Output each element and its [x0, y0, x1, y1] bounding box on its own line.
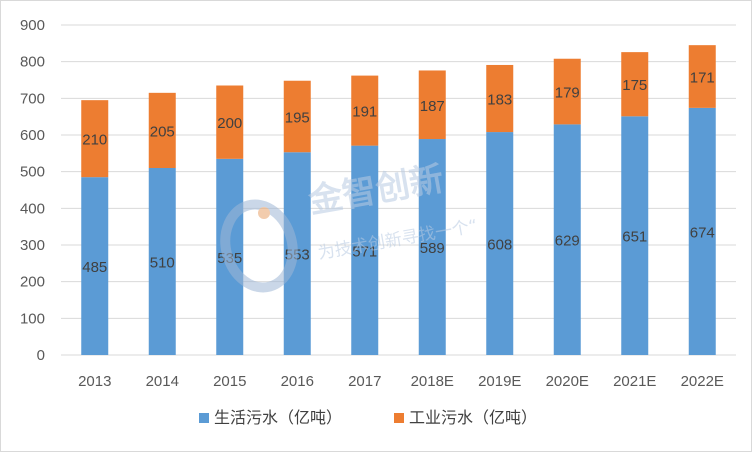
x-tick-label: 2013	[78, 373, 111, 390]
bar-segment	[351, 145, 379, 355]
data-label: 629	[555, 233, 580, 250]
y-tick-label: 500	[20, 164, 45, 181]
data-label: 510	[150, 255, 175, 272]
bar-segment	[553, 124, 581, 355]
data-label: 200	[217, 115, 242, 132]
y-axis: 0 100 200 300 400 500 600 700 800 900	[20, 17, 45, 364]
y-tick-label: 800	[20, 54, 45, 71]
x-tick-label: 2018E	[411, 373, 454, 390]
x-tick-label: 2015	[213, 373, 246, 390]
y-tick-label: 600	[20, 127, 45, 144]
data-label: 183	[487, 92, 512, 109]
y-tick-label: 100	[20, 310, 45, 327]
legend-label: 生活污水（亿吨）	[214, 409, 342, 427]
bar-segment	[688, 45, 716, 108]
data-label: 171	[690, 70, 715, 87]
data-label: 195	[285, 109, 310, 126]
legend-swatch	[199, 413, 209, 423]
y-tick-label: 900	[20, 17, 45, 34]
bar-segment	[148, 92, 176, 168]
data-label: 608	[487, 237, 512, 254]
data-label: 210	[82, 132, 107, 149]
bar-segment	[283, 80, 311, 153]
data-label: 205	[150, 123, 175, 140]
y-tick-label: 200	[20, 274, 45, 291]
bar-segment	[486, 64, 514, 133]
bar-segment	[486, 132, 514, 355]
x-tick-label: 2021E	[613, 373, 656, 390]
bar-segment	[621, 52, 649, 117]
bars: 4852105102055352005531955711915891876081…	[81, 45, 716, 355]
y-tick-label: 0	[37, 347, 45, 364]
data-label: 571	[352, 243, 377, 260]
bar-segment	[553, 58, 581, 125]
data-label: 485	[82, 259, 107, 276]
x-tick-label: 2016	[281, 373, 314, 390]
data-label: 589	[420, 240, 445, 257]
x-tick-label: 2017	[348, 373, 381, 390]
x-tick-label: 2019E	[478, 373, 521, 390]
y-tick-label: 300	[20, 237, 45, 254]
x-tick-label: 2014	[146, 373, 179, 390]
watermark-logo	[220, 199, 298, 293]
data-label: 191	[352, 104, 377, 121]
y-tick-label: 400	[20, 200, 45, 217]
data-label: 175	[622, 77, 647, 94]
x-axis: 2013 2014 2015 2016 2017 2018E 2019E 2020E 2021E…	[78, 373, 724, 390]
data-label: 187	[420, 98, 445, 115]
x-tick-label: 2020E	[546, 373, 589, 390]
bar-segment	[81, 177, 109, 355]
x-tick-label: 2022E	[681, 373, 724, 390]
watermark-logo-dot	[258, 207, 270, 219]
bar-segment	[148, 168, 176, 355]
bar-segment	[418, 139, 446, 355]
legend-label: 工业污水（亿吨）	[409, 409, 537, 427]
bar-segment	[621, 116, 649, 355]
bar-segment	[418, 70, 446, 140]
data-label: 674	[690, 224, 715, 241]
data-label: 651	[622, 229, 647, 246]
bar-segment	[81, 100, 109, 178]
bar-segment	[688, 107, 716, 355]
y-tick-label: 700	[20, 90, 45, 107]
watermark-tagline: 为技术创新寻找一个“	[316, 216, 479, 264]
legend: 生活污水（亿吨） 工业污水（亿吨）	[199, 409, 537, 427]
data-label: 179	[555, 85, 580, 102]
bar-segment	[351, 75, 379, 146]
bar-segment	[216, 85, 244, 159]
legend-swatch	[394, 413, 404, 423]
